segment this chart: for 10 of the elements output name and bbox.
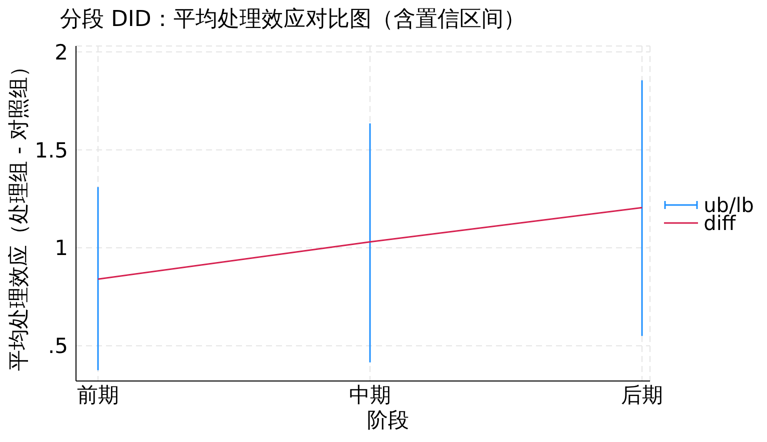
x-axis-title: 阶段 <box>366 407 410 434</box>
x-tick-label: 中期 <box>349 382 391 407</box>
y-tick-label: 2 <box>54 40 68 64</box>
chart-title: 分段 DID：平均处理效应对比图（含置信区间） <box>60 6 526 34</box>
x-tick-label: 前期 <box>77 382 119 407</box>
y-tick-label: 1 <box>54 236 68 260</box>
y-axis-title: 平均处理效应（处理组 - 对照组） <box>6 56 30 371</box>
y-tick-label: 1.5 <box>34 138 68 162</box>
x-tick-label: 后期 <box>621 382 663 407</box>
y-tick-label: .5 <box>48 334 68 358</box>
